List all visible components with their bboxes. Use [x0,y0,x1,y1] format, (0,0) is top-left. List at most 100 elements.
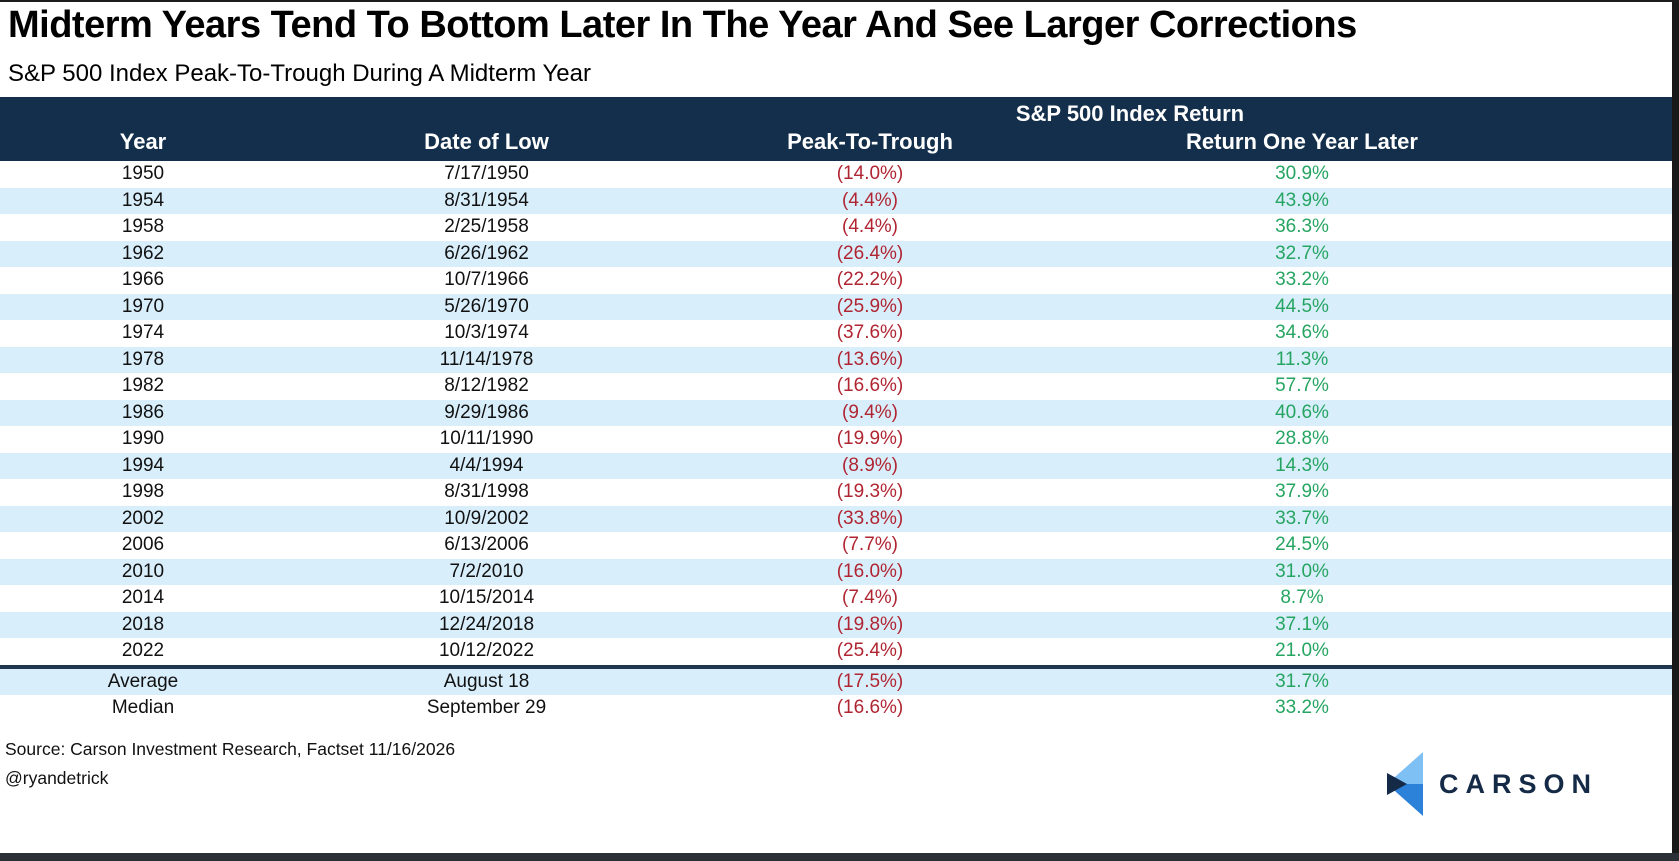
cell-year: Average [107,670,179,692]
cell-year: 2022 [121,640,165,662]
cell-peak-to-trough: (22.2%) [836,269,904,291]
table-row: 1950 7/17/1950 (14.0%) 30.9% [0,161,1672,188]
cell-year: 1978 [121,348,165,370]
table-header-bar: S&P 500 Index Return Year Date of Low Pe… [0,97,1672,161]
cell-date-of-low: 5/26/1970 [444,295,529,317]
cell-date-of-low: 10/3/1974 [444,322,529,344]
cell-year: 2018 [121,613,165,635]
table-row: 2018 12/24/2018 (19.8%) 37.1% [0,611,1672,638]
cell-peak-to-trough: (19.3%) [836,481,904,503]
cell-return-one-year-later: 34.6% [1275,322,1329,344]
cell-peak-to-trough: (26.4%) [836,242,904,264]
carson-logo-text: CARSON [1439,768,1599,799]
cell-date-of-low: 2/25/1958 [444,216,529,238]
summary-row: Average August 18 (17.5%) 31.7% [0,668,1672,695]
summary-divider [0,664,1672,669]
cell-peak-to-trough: (7.7%) [842,534,898,556]
bottom-border [0,853,1679,861]
cell-peak-to-trough: (4.4%) [842,216,898,238]
table-row: 1974 10/3/1974 (37.6%) 34.6% [0,320,1672,347]
table-row: 1990 10/11/1990 (19.9%) 28.8% [0,426,1672,453]
cell-return-one-year-later: 40.6% [1275,401,1329,423]
cell-peak-to-trough: (4.4%) [842,189,898,211]
table-row: 1994 4/4/1994 (8.9%) 14.3% [0,452,1672,479]
cell-return-one-year-later: 14.3% [1275,454,1329,476]
cell-peak-to-trough: (13.6%) [836,348,904,370]
author-handle: @ryandetrick [5,768,109,788]
cell-year: 2014 [121,587,165,609]
table-row: 2014 10/15/2014 (7.4%) 8.7% [0,585,1672,612]
cell-year: 1998 [121,481,165,503]
cell-return-one-year-later: 33.2% [1275,269,1329,291]
column-header-year: Year [119,129,167,154]
cell-peak-to-trough: (19.8%) [836,613,904,635]
cell-peak-to-trough: (9.4%) [842,401,898,423]
cell-date-of-low: August 18 [443,670,530,692]
table-row: 1970 5/26/1970 (25.9%) 44.5% [0,293,1672,320]
cell-return-one-year-later: 31.0% [1275,560,1329,582]
cell-date-of-low: 10/9/2002 [444,507,529,529]
cell-date-of-low: 12/24/2018 [438,613,535,635]
cell-date-of-low: 7/2/2010 [449,560,524,582]
cell-return-one-year-later: 36.3% [1275,216,1329,238]
table-row: 1954 8/31/1954 (4.4%) 43.9% [0,187,1672,214]
cell-date-of-low: 4/4/1994 [449,454,524,476]
cell-return-one-year-later: 21.0% [1275,640,1329,662]
cell-return-one-year-later: 28.8% [1275,428,1329,450]
carson-logo: CARSON [1383,752,1598,816]
cell-return-one-year-later: 30.9% [1275,163,1329,185]
table-row: 1982 8/12/1982 (16.6%) 57.7% [0,373,1672,400]
cell-return-one-year-later: 33.2% [1275,697,1329,719]
cell-year: 1994 [121,454,165,476]
table-row: 1962 6/26/1962 (26.4%) 32.7% [0,240,1672,267]
table-row: 2022 10/12/2022 (25.4%) 21.0% [0,638,1672,665]
table-row: 2010 7/2/2010 (16.0%) 31.0% [0,558,1672,585]
cell-date-of-low: 9/29/1986 [444,401,529,423]
cell-year: 1970 [121,295,165,317]
page-title: Midterm Years Tend To Bottom Later In Th… [8,4,1357,46]
table-body: 1950 7/17/1950 (14.0%) 30.9% 1954 8/31/1954 (4… [0,161,1672,722]
cell-return-one-year-later: 11.3% [1275,348,1329,370]
cell-return-one-year-later: 43.9% [1275,189,1329,211]
column-header-peak-to-trough: Peak-To-Trough [787,129,953,154]
cell-year: 1966 [121,269,165,291]
column-header-return-one-year-later: Return One Year Later [1186,129,1418,154]
cell-date-of-low: 10/11/1990 [439,428,534,450]
cell-date-of-low: 7/17/1950 [444,163,529,185]
column-headers: Year Date of Low Peak-To-Trough Return O… [0,129,1672,155]
cell-year: 1974 [121,322,165,344]
column-header-date-of-low: Date of Low [424,129,549,154]
source-block: Source: Carson Investment Research, Fact… [5,735,455,793]
cell-year: Median [111,697,175,719]
cell-date-of-low: 8/31/1954 [444,189,529,211]
cell-peak-to-trough: (33.8%) [836,507,904,529]
cell-year: 1954 [121,189,165,211]
cell-date-of-low: 10/15/2014 [438,587,535,609]
cell-return-one-year-later: 44.5% [1275,295,1329,317]
source-text: Source: Carson Investment Research, Fact… [5,739,456,759]
carson-logo-icon [1387,752,1423,816]
table-row: 1986 9/29/1986 (9.4%) 40.6% [0,399,1672,426]
table-row: 1998 8/31/1998 (19.3%) 37.9% [0,479,1672,506]
cell-year: 1982 [121,375,165,397]
cell-return-one-year-later: 8.7% [1280,587,1324,609]
table-row: 1978 11/14/1978 (13.6%) 11.3% [0,346,1672,373]
table-row: 2006 6/13/2006 (7.7%) 24.5% [0,532,1672,559]
cell-peak-to-trough: (17.5%) [836,670,904,692]
page-subtitle: S&P 500 Index Peak-To-Trough During A Mi… [8,60,591,87]
cell-return-one-year-later: 57.7% [1275,375,1329,397]
cell-date-of-low: 10/7/1966 [444,269,529,291]
top-border [0,0,1679,2]
cell-return-one-year-later: 32.7% [1275,242,1329,264]
cell-year: 1958 [121,216,165,238]
cell-return-one-year-later: 37.9% [1275,481,1329,503]
cell-date-of-low: 6/26/1962 [444,242,529,264]
cell-peak-to-trough: (7.4%) [842,587,898,609]
cell-return-one-year-later: 24.5% [1275,534,1329,556]
table-row: 1958 2/25/1958 (4.4%) 36.3% [0,214,1672,241]
cell-year: 1986 [121,401,165,423]
cell-return-one-year-later: 31.7% [1275,670,1329,692]
cell-date-of-low: 11/14/1978 [439,348,534,370]
cell-year: 1990 [121,428,165,450]
cell-year: 2006 [121,534,165,556]
